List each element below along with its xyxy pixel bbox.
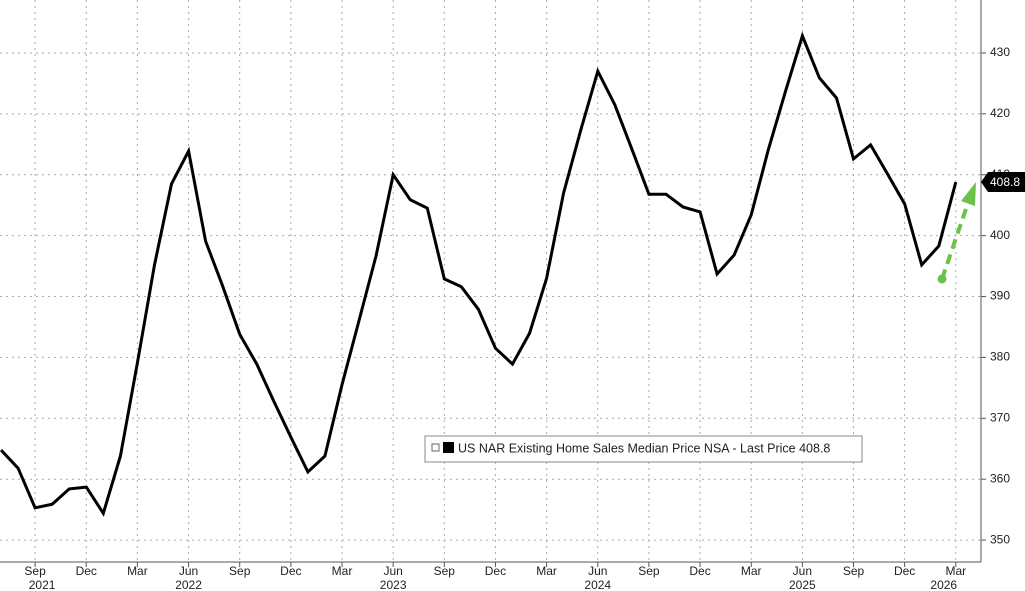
x-tick-label: Dec — [689, 564, 710, 578]
x-year-label: 2025 — [789, 578, 816, 591]
arrow-head — [961, 182, 976, 206]
y-tick-label: 400 — [990, 228, 1010, 242]
y-tick-label: 350 — [990, 532, 1010, 546]
x-year-label: 2024 — [584, 578, 611, 591]
y-tick-label: 390 — [990, 289, 1010, 303]
y-tick-label: 380 — [990, 350, 1010, 364]
x-tick-label: Dec — [485, 564, 506, 578]
legend-box — [424, 435, 863, 463]
x-tick-label: Sep — [24, 564, 46, 578]
series-line — [0, 31, 958, 517]
x-tick-label: Mar — [945, 564, 966, 578]
x-tick-label: Jun — [179, 564, 198, 578]
x-tick-label: Sep — [434, 564, 456, 578]
x-year-label: 2023 — [380, 578, 407, 591]
arrow-tail — [937, 274, 947, 284]
legend: US NAR Existing Home Sales Median Price … — [424, 435, 863, 463]
annotation-arrow — [937, 182, 976, 284]
x-tick-label: Sep — [843, 564, 865, 578]
x-tick-label: Mar — [127, 564, 148, 578]
y-tick-label: 420 — [990, 106, 1010, 120]
y-tick-label: 370 — [990, 410, 1010, 424]
legend-icon — [431, 443, 440, 452]
arrow-shaft — [940, 202, 970, 280]
grid — [0, 0, 981, 562]
x-tick-label: Mar — [536, 564, 557, 578]
x-tick-label: Dec — [894, 564, 915, 578]
x-tick-label: Jun — [793, 564, 812, 578]
x-tick-label: Mar — [741, 564, 762, 578]
legend-swatch — [443, 442, 454, 453]
x-tick-label: Sep — [229, 564, 251, 578]
last-price-tag — [981, 172, 1025, 193]
x-tick-label: Jun — [383, 564, 402, 578]
x-tick-label: Sep — [638, 564, 660, 578]
last-price-label: 408.8 — [990, 175, 1020, 189]
x-year-label: 2026 — [930, 578, 957, 591]
y-tick-label: 360 — [990, 471, 1010, 485]
x-tick-label: Dec — [280, 564, 301, 578]
x-year-label: 2022 — [175, 578, 202, 591]
x-tick-label: Jun — [588, 564, 607, 578]
x-tick-label: Dec — [76, 564, 97, 578]
y-tick-label: 430 — [990, 45, 1010, 59]
x-tick-label: Mar — [332, 564, 353, 578]
x-year-label: 2021 — [29, 578, 56, 591]
legend-label: US NAR Existing Home Sales Median Price … — [458, 441, 830, 455]
